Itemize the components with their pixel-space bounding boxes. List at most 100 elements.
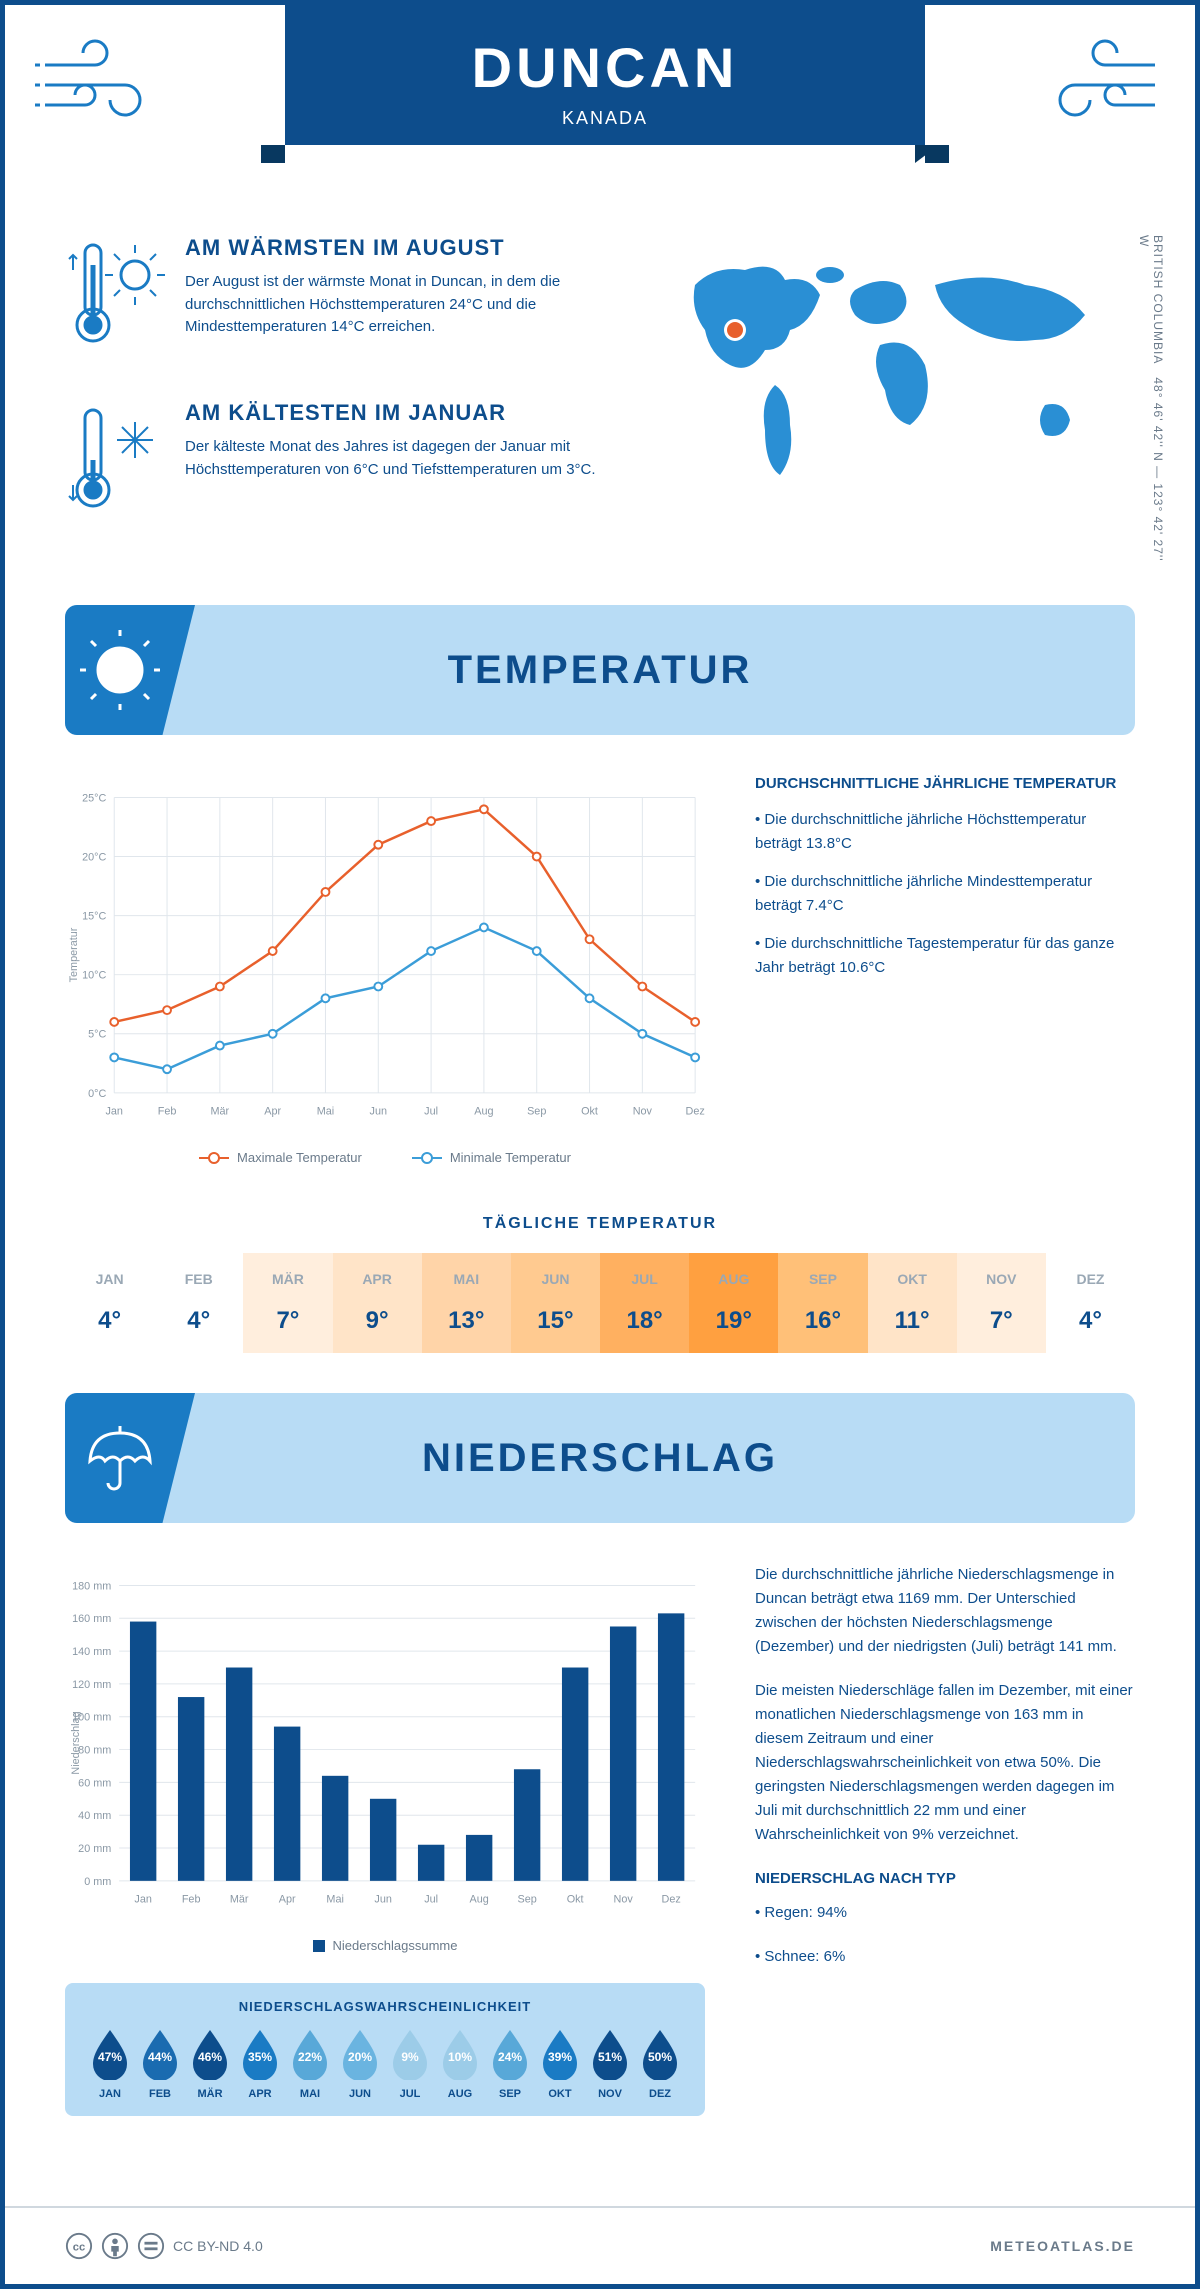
prob-drop: 44%FEB bbox=[135, 2028, 185, 2100]
svg-text:Dez: Dez bbox=[686, 1106, 705, 1118]
svg-text:60 mm: 60 mm bbox=[78, 1777, 111, 1789]
title-banner: DUNCAN KANADA bbox=[285, 5, 925, 145]
svg-text:Jan: Jan bbox=[105, 1106, 122, 1118]
svg-text:25°C: 25°C bbox=[82, 792, 106, 804]
svg-text:120 mm: 120 mm bbox=[72, 1679, 111, 1691]
svg-text:Mär: Mär bbox=[211, 1106, 230, 1118]
svg-text:80 mm: 80 mm bbox=[78, 1745, 111, 1757]
prob-drop: 46%MÄR bbox=[185, 2028, 235, 2100]
svg-text:Aug: Aug bbox=[474, 1106, 493, 1118]
svg-text:Niederschlag: Niederschlag bbox=[70, 1711, 82, 1774]
footer: cc CC BY-ND 4.0 METEOATLAS.DE bbox=[5, 2206, 1195, 2284]
svg-text:Jan: Jan bbox=[134, 1894, 151, 1906]
coordinates: BRITISH COLUMBIA 48° 46' 42'' N — 123° 4… bbox=[1137, 235, 1165, 565]
daily-temp-title: TÄGLICHE TEMPERATUR bbox=[65, 1215, 1135, 1233]
svg-text:Aug: Aug bbox=[470, 1894, 489, 1906]
daily-temp-cell: NOV7° bbox=[957, 1253, 1046, 1353]
temp-info-bullet: • Die durchschnittliche Tagestemperatur … bbox=[755, 932, 1135, 980]
daily-temp-cell: SEP16° bbox=[778, 1253, 867, 1353]
prob-drop: 51%NOV bbox=[585, 2028, 635, 2100]
thermometer-sun-icon bbox=[65, 235, 165, 360]
svg-text:Jun: Jun bbox=[370, 1106, 387, 1118]
svg-text:Sep: Sep bbox=[527, 1106, 546, 1118]
prob-drop: 24%SEP bbox=[485, 2028, 535, 2100]
daily-temp-cell: JAN4° bbox=[65, 1253, 154, 1353]
svg-text:Okt: Okt bbox=[581, 1106, 598, 1118]
license-text: CC BY-ND 4.0 bbox=[173, 2238, 263, 2254]
daily-temp-cell: OKT11° bbox=[868, 1253, 957, 1353]
temperature-line-chart: 0°C5°C10°C15°C20°C25°CJanFebMärAprMaiJun… bbox=[65, 775, 705, 1135]
precip-type-item: • Schnee: 6% bbox=[755, 1945, 1135, 1969]
precip-title: NIEDERSCHLAG bbox=[422, 1436, 778, 1481]
svg-text:Nov: Nov bbox=[614, 1894, 634, 1906]
coldest-title: AM KÄLTESTEN IM JANUAR bbox=[185, 400, 615, 426]
svg-text:Apr: Apr bbox=[264, 1106, 281, 1118]
daily-temp-cell: APR9° bbox=[333, 1253, 422, 1353]
warmest-text: Der August ist der wärmste Monat in Dunc… bbox=[185, 271, 615, 339]
svg-text:Nov: Nov bbox=[633, 1106, 653, 1118]
prob-drop: 47%JAN bbox=[85, 2028, 135, 2100]
temperature-section-header: TEMPERATUR bbox=[65, 605, 1135, 735]
daily-temp-cell: MÄR7° bbox=[243, 1253, 332, 1353]
svg-text:20 mm: 20 mm bbox=[78, 1843, 111, 1855]
temp-legend: .legend-item:nth-child(1) .legend-swatch… bbox=[65, 1150, 705, 1165]
temp-info-bullet: • Die durchschnittliche jährliche Höchst… bbox=[755, 808, 1135, 856]
warmest-title: AM WÄRMSTEN IM AUGUST bbox=[185, 235, 615, 261]
svg-text:140 mm: 140 mm bbox=[72, 1646, 111, 1658]
warmest-fact: AM WÄRMSTEN IM AUGUST Der August ist der… bbox=[65, 235, 615, 360]
country-name: KANADA bbox=[285, 108, 925, 129]
svg-text:Mai: Mai bbox=[317, 1106, 334, 1118]
svg-text:Temperatur: Temperatur bbox=[68, 927, 80, 982]
world-map bbox=[655, 235, 1135, 495]
license-icons: cc CC BY-ND 4.0 bbox=[65, 2232, 263, 2260]
temp-info-bullet: • Die durchschnittliche jährliche Mindes… bbox=[755, 870, 1135, 918]
daily-temp-cell: AUG19° bbox=[689, 1253, 778, 1353]
thermometer-snow-icon bbox=[65, 400, 165, 525]
svg-text:Jul: Jul bbox=[424, 1106, 438, 1118]
svg-text:160 mm: 160 mm bbox=[72, 1613, 111, 1625]
prob-drop: 39%OKT bbox=[535, 2028, 585, 2100]
daily-temp-cell: DEZ4° bbox=[1046, 1253, 1135, 1353]
prob-drop: 10%AUG bbox=[435, 2028, 485, 2100]
svg-text:0°C: 0°C bbox=[88, 1088, 106, 1100]
svg-text:15°C: 15°C bbox=[82, 911, 106, 923]
svg-text:Mär: Mär bbox=[230, 1894, 249, 1906]
daily-temp-cell: FEB4° bbox=[154, 1253, 243, 1353]
precip-text: Die durchschnittliche jährliche Niedersc… bbox=[755, 1563, 1135, 1659]
prob-drop: 50%DEZ bbox=[635, 2028, 685, 2100]
umbrella-icon bbox=[65, 1393, 195, 1523]
svg-text:Sep: Sep bbox=[518, 1894, 537, 1906]
precip-probability-box: NIEDERSCHLAGSWAHRSCHEINLICHKEIT 47%JAN44… bbox=[65, 1983, 705, 2116]
svg-text:Jul: Jul bbox=[424, 1894, 438, 1906]
daily-temp-cell: MAI13° bbox=[422, 1253, 511, 1353]
svg-text:Feb: Feb bbox=[158, 1106, 177, 1118]
prob-drop: 35%APR bbox=[235, 2028, 285, 2100]
svg-text:Mai: Mai bbox=[326, 1894, 343, 1906]
daily-temp-cell: JUL18° bbox=[600, 1253, 689, 1353]
svg-text:0 mm: 0 mm bbox=[84, 1876, 111, 1888]
precip-type-item: • Regen: 94% bbox=[755, 1901, 1135, 1925]
svg-text:40 mm: 40 mm bbox=[78, 1810, 111, 1822]
sun-icon bbox=[65, 605, 195, 735]
temperature-title: TEMPERATUR bbox=[448, 648, 753, 693]
coldest-text: Der kälteste Monat des Jahres ist dagege… bbox=[185, 436, 615, 481]
prob-drop: 9%JUL bbox=[385, 2028, 435, 2100]
temp-info-title: DURCHSCHNITTLICHE JÄHRLICHE TEMPERATUR bbox=[755, 775, 1135, 792]
precip-text: Die meisten Niederschläge fallen im Deze… bbox=[755, 1679, 1135, 1847]
prob-drop: 20%JUN bbox=[335, 2028, 385, 2100]
svg-text:10°C: 10°C bbox=[82, 970, 106, 982]
svg-text:20°C: 20°C bbox=[82, 851, 106, 863]
svg-text:Apr: Apr bbox=[279, 1894, 296, 1906]
precip-bar-chart: 0 mm20 mm40 mm60 mm80 mm100 mm120 mm140 … bbox=[65, 1563, 705, 1923]
wind-icon bbox=[1025, 35, 1165, 135]
wind-icon bbox=[35, 35, 175, 135]
svg-text:Okt: Okt bbox=[567, 1894, 584, 1906]
precip-type-title: NIEDERSCHLAG NACH TYP bbox=[755, 1867, 1135, 1891]
header: DUNCAN KANADA bbox=[5, 5, 1195, 215]
daily-temp-cell: JUN15° bbox=[511, 1253, 600, 1353]
precip-legend: Niederschlagssumme bbox=[65, 1938, 705, 1953]
city-name: DUNCAN bbox=[285, 35, 925, 100]
svg-text:Feb: Feb bbox=[182, 1894, 201, 1906]
prob-title: NIEDERSCHLAGSWAHRSCHEINLICHKEIT bbox=[85, 1999, 685, 2014]
svg-text:cc: cc bbox=[73, 2242, 85, 2254]
